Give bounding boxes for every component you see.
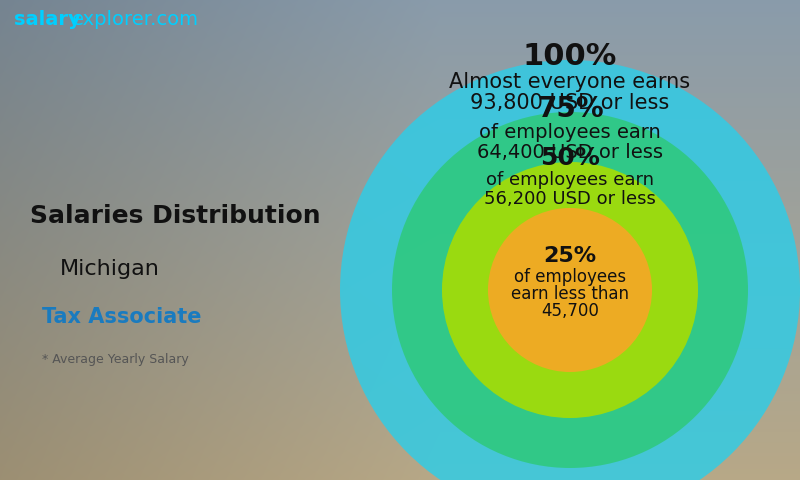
Text: Salaries Distribution: Salaries Distribution: [30, 204, 321, 228]
Text: Tax Associate: Tax Associate: [42, 307, 202, 327]
Text: 25%: 25%: [543, 246, 597, 265]
Text: explorer.com: explorer.com: [72, 10, 199, 29]
Text: of employees earn: of employees earn: [479, 123, 661, 143]
Circle shape: [488, 208, 652, 372]
Text: of employees earn: of employees earn: [486, 171, 654, 190]
Text: 50%: 50%: [540, 146, 600, 170]
Text: Almost everyone earns: Almost everyone earns: [450, 72, 690, 93]
Text: 45,700: 45,700: [541, 301, 599, 320]
Text: Michigan: Michigan: [60, 259, 160, 279]
Circle shape: [442, 162, 698, 418]
Text: salary: salary: [14, 10, 81, 29]
Text: 100%: 100%: [523, 42, 617, 71]
Text: * Average Yearly Salary: * Average Yearly Salary: [42, 353, 189, 367]
Circle shape: [340, 60, 800, 480]
Text: 93,800 USD or less: 93,800 USD or less: [470, 94, 670, 113]
Text: earn less than: earn less than: [511, 285, 629, 303]
Text: 56,200 USD or less: 56,200 USD or less: [484, 190, 656, 207]
Circle shape: [392, 112, 748, 468]
Text: 64,400 USD or less: 64,400 USD or less: [477, 143, 663, 162]
Text: of employees: of employees: [514, 268, 626, 286]
Text: 75%: 75%: [537, 96, 603, 123]
